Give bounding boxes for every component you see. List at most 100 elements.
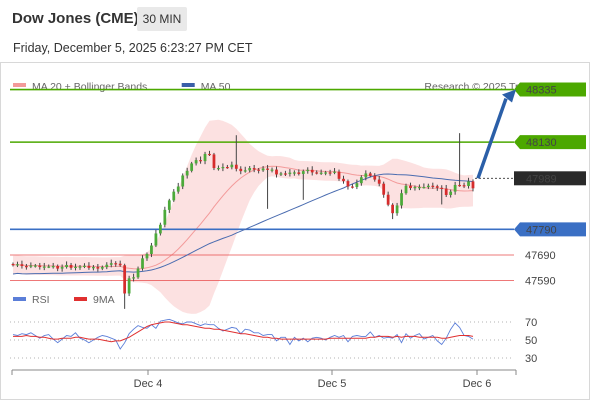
candle-body <box>136 268 140 278</box>
candle-body <box>141 258 144 269</box>
candle-85 <box>391 203 394 220</box>
candle-body <box>284 173 287 175</box>
level-label-48130: 48130 <box>526 137 557 149</box>
candle-23 <box>114 261 118 267</box>
legend-label-1: MA 50 <box>201 81 231 93</box>
candle-body <box>301 171 305 174</box>
candle-7 <box>42 262 46 271</box>
candle-79 <box>364 170 368 181</box>
candle-43 <box>203 151 207 165</box>
x-axis: Dec 4 Dec 5 Dec 6 <box>11 369 517 390</box>
candle-body <box>74 266 77 268</box>
candle-body <box>395 205 399 214</box>
candle-17 <box>87 262 91 270</box>
candle-body <box>261 168 265 171</box>
candle-body <box>252 168 256 170</box>
candle-body <box>404 185 408 194</box>
candle-body <box>333 171 336 173</box>
candle-body <box>150 245 153 254</box>
candle-body <box>471 181 475 189</box>
candle-body <box>225 167 229 169</box>
candle-3 <box>25 263 28 270</box>
candle-body <box>279 173 283 175</box>
candle-49 <box>230 161 234 170</box>
candle-body <box>60 267 64 269</box>
candle-87 <box>400 189 403 209</box>
candle-body <box>257 169 261 171</box>
candle-body <box>453 184 457 192</box>
rsi-panel: 70 50 30 <box>10 317 537 365</box>
candle-body <box>449 191 453 195</box>
candle-body <box>328 172 332 174</box>
rsi-legend-label-1: 9MA <box>93 294 115 306</box>
candle-31 <box>150 242 153 258</box>
rsi-tick-70: 70 <box>525 317 537 329</box>
candle-65 <box>301 169 305 200</box>
candle-body <box>56 266 60 269</box>
candle-10 <box>56 264 60 272</box>
candle-20 <box>100 265 104 271</box>
candle-body <box>158 224 162 234</box>
candle-82 <box>377 175 381 187</box>
candle-16 <box>83 263 86 269</box>
candle-74 <box>342 175 345 184</box>
candle-body <box>266 168 269 170</box>
candle-2 <box>20 260 24 269</box>
level-label-47590: 47590 <box>525 276 556 288</box>
candle-body <box>435 186 439 188</box>
candle-96 <box>440 185 444 205</box>
candle-37 <box>176 182 180 194</box>
candle-1 <box>16 261 19 268</box>
candle-63 <box>292 170 296 176</box>
candle-body <box>409 185 412 189</box>
candle-18 <box>92 265 95 271</box>
candle-21 <box>105 262 109 270</box>
candle-body <box>199 160 202 162</box>
x-tick-label-2: Dec 6 <box>463 378 492 390</box>
rsi-legend-swatch-0 <box>13 297 26 301</box>
candle-body <box>431 185 435 187</box>
candle-101 <box>462 182 466 189</box>
timeframe-button[interactable]: 30 MIN <box>137 7 187 31</box>
candle-body <box>92 267 95 269</box>
candle-15 <box>78 265 82 270</box>
candle-body <box>212 154 216 169</box>
bollinger-band-fill <box>13 119 473 314</box>
candle-90 <box>413 185 417 191</box>
candle-29 <box>141 255 144 271</box>
candle-38 <box>181 173 185 190</box>
candle-68 <box>315 170 319 175</box>
candle-52 <box>243 166 247 173</box>
candle-73 <box>337 169 341 181</box>
candle-body <box>346 181 350 187</box>
bollinger-bands <box>12 119 474 314</box>
candle-64 <box>297 169 301 176</box>
candle-60 <box>279 171 283 176</box>
candle-body <box>176 186 180 192</box>
candle-body <box>47 266 51 268</box>
candle-84 <box>386 191 390 207</box>
candle-body <box>444 188 448 195</box>
candle-body <box>413 187 417 189</box>
candle-75 <box>346 179 350 190</box>
candle-body <box>292 172 296 174</box>
candle-body <box>109 263 113 265</box>
candle-body <box>364 173 368 178</box>
candle-24 <box>118 260 122 267</box>
candle-14 <box>74 263 77 271</box>
candle-40 <box>190 161 194 173</box>
candle-body <box>25 266 28 268</box>
candle-28 <box>136 266 140 279</box>
candle-body <box>38 265 42 268</box>
timestamp: Friday, December 5, 2025 6:23:27 PM CET <box>13 41 253 55</box>
candle-95 <box>435 184 439 191</box>
candle-body <box>181 175 185 187</box>
candle-body <box>386 194 390 205</box>
candle-0 <box>11 262 15 267</box>
candle-12 <box>65 261 68 269</box>
legend-swatch-1 <box>181 83 195 87</box>
candle-body <box>400 193 403 206</box>
candle-58 <box>270 167 274 173</box>
candle-body <box>243 170 247 172</box>
candle-body <box>132 277 135 279</box>
